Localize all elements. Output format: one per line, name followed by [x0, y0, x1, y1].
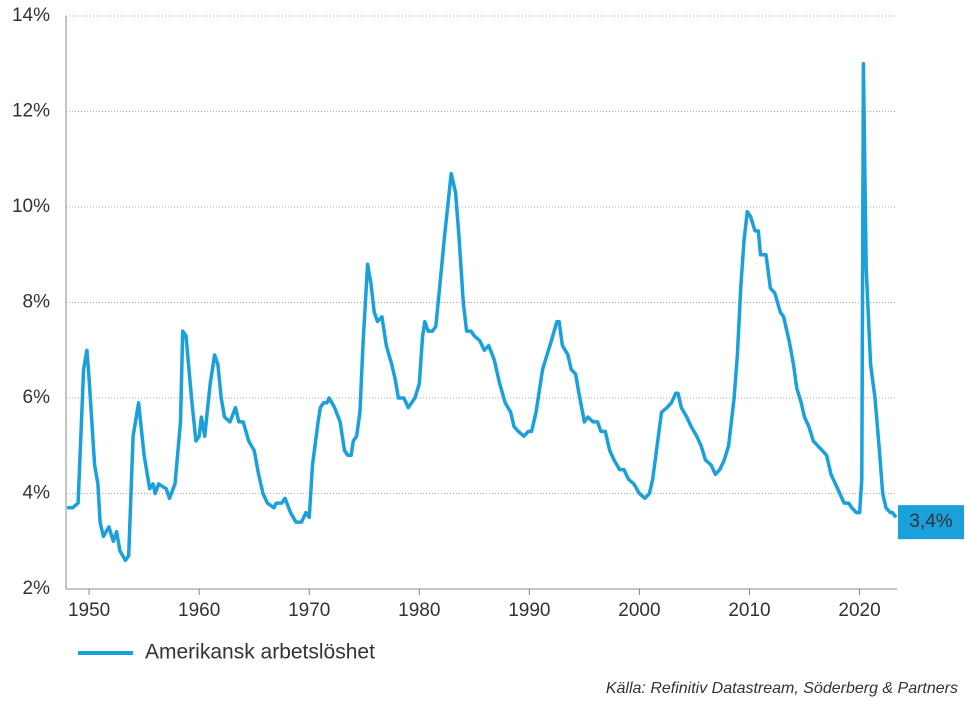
x-tick-label: 1990 — [508, 600, 550, 621]
end-label-box — [898, 505, 964, 540]
y-tick-label: 4% — [23, 483, 51, 504]
x-tick-label: 1950 — [68, 600, 110, 621]
y-tick-label: 14% — [12, 5, 50, 26]
x-tick-label: 1970 — [288, 600, 330, 621]
line — [67, 62, 898, 563]
legend-label: Amerikansk arbetslöshet — [145, 641, 375, 664]
y-tick-label: 12% — [12, 101, 50, 122]
x-tick-label: 2000 — [618, 600, 660, 621]
y-tick-label: 2% — [23, 578, 51, 599]
x-tick-label: 2010 — [728, 600, 770, 621]
x-tick-label: 1980 — [398, 600, 440, 621]
end-label: 3,4% — [909, 511, 952, 532]
y-tick-label: 6% — [23, 387, 51, 408]
x-tick-label: 2020 — [838, 600, 880, 621]
source: Källa: Refinitiv Datastream, Söderberg &… — [606, 680, 958, 697]
y-tick-label: 8% — [23, 292, 51, 313]
y-tick-label: 10% — [12, 196, 50, 217]
x-tick-label: 1960 — [178, 600, 220, 621]
